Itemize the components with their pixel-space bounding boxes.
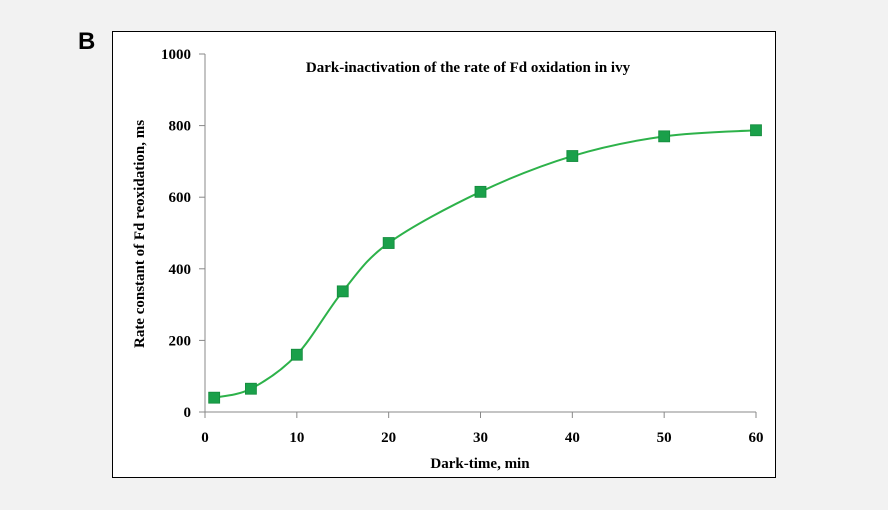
x-tick-label: 10 [289,430,304,446]
y-tick-label: 800 [169,119,192,135]
data-point [208,391,221,404]
data-point [245,382,257,395]
x-tick-label: 60 [749,430,764,446]
series-line [213,129,757,399]
data-point [382,237,395,249]
x-tick-label: 50 [657,430,672,446]
y-axis-label: Rate constant of Fd reoxidation, ms [132,120,148,348]
y-tick-label: 600 [169,190,192,206]
x-tick-label: 20 [381,430,396,446]
chart-frame [112,31,776,478]
data-point [566,150,579,162]
x-axis-label: Dark-time, min [430,456,530,472]
chart-title: Dark-inactivation of the rate of Fd oxid… [306,60,631,76]
y-tick-label: 400 [169,262,192,278]
data-point [474,185,487,198]
x-tick-label: 0 [201,430,209,446]
axes: 0 200 400 600 800 1000 0 10 20 30 40 50 60 [161,47,764,446]
x-tick-label: 30 [473,430,488,446]
data-point [290,348,303,361]
y-tick-label: 1000 [161,47,191,63]
plot-area [208,124,762,404]
data-point [750,124,762,137]
data-point [658,130,671,143]
data-point [336,285,349,298]
y-tick-label: 0 [184,405,192,421]
x-tick-label: 40 [565,430,580,446]
panel-label: B [78,28,96,55]
y-tick-label: 200 [169,333,192,349]
